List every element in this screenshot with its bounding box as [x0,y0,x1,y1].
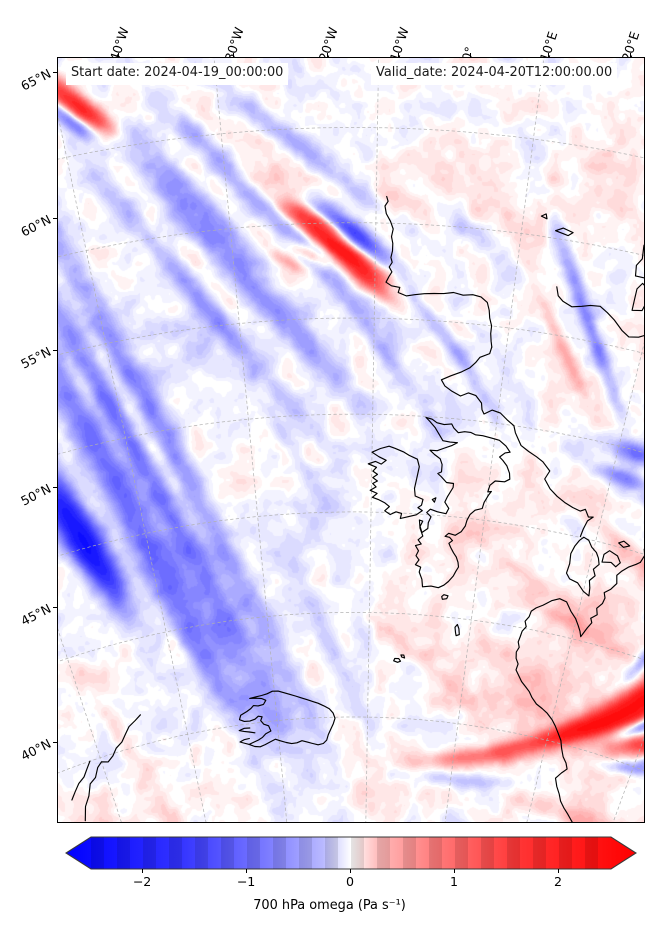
lat-tick-label: 60°N [18,211,54,240]
omega-field-heatmap [57,57,645,823]
coastline-path [71,760,91,801]
lat-tick-mark [53,350,57,352]
coastline-path [367,445,424,520]
meridian--30 [57,109,207,823]
colorbar-tick-group: −2 −1 0 1 2 [57,869,645,893]
coastline-path [239,737,250,745]
coastline-path [84,714,141,822]
lon-tick-mark [470,53,472,57]
lon-tick-mark [548,53,550,57]
coastline-path [238,690,336,748]
valid-date-annotation: Valid_date: 2024-04-20T12:00:00.00 [371,63,618,85]
map-axes[interactable] [57,57,645,823]
coastline-path [540,213,548,220]
coastline-path [555,227,574,237]
coastline-path [431,497,437,503]
coastline-path [400,654,406,659]
coastline-path [414,416,511,589]
colorbar-gradient [65,836,637,870]
coastline-path [634,242,645,279]
coastline-path [639,548,645,563]
lat-tick-mark [53,487,57,489]
colorbar-tick-label: −2 [132,874,152,889]
coastline-path [441,594,449,600]
colorbar-tick-mark [246,869,248,873]
lon-tick-mark [398,53,400,57]
coastline-path [601,550,621,568]
lon-tick-mark [118,53,120,57]
parallel-60 [57,612,645,663]
meridian-0 [444,57,545,823]
coastline-path [618,540,631,548]
parallel-65 [57,716,645,774]
lat-tick-label: 55°N [18,343,54,372]
colorbar-tick-mark [350,869,352,873]
lat-tick-label: 50°N [18,480,54,509]
colorbar-tick-mark [142,869,144,873]
coastline-path [384,195,493,348]
lon-tick-mark [630,53,632,57]
meridian--20 [213,57,288,823]
coastline-path [631,282,645,312]
colorbar-tick-label: −1 [236,874,256,889]
colorbar-tick-label: 2 [553,874,563,889]
lat-tick-label: 65°N [18,65,54,94]
lon-tick-mark [233,53,235,57]
meridian--50 [57,168,81,823]
coastline-path [393,657,402,663]
coastline-path [556,286,645,338]
coastlines [71,195,645,823]
coastline-path [440,346,594,538]
meridian--40 [57,625,123,823]
colorbar-tick-label: 1 [449,874,459,889]
lat-tick-mark [53,218,57,220]
coastline-path [565,536,600,597]
colorbar-tick-mark [558,869,560,873]
lat-tick-mark [53,607,57,609]
colorbar[interactable] [65,836,637,870]
start-date-annotation: Start date: 2024-04-19_00:00:00 [66,63,289,85]
colorbar-tick-mark [454,869,456,873]
meridian--10 [365,57,380,823]
lat-tick-label: 40°N [18,735,54,764]
parallel-45 [57,317,645,356]
map-vector-overlay [57,57,645,823]
parallel-40 [57,222,645,258]
graticule-gridlines [57,57,645,823]
colorbar-title: 700 hPa omega (Pa s⁻¹) [253,898,406,913]
lat-tick-label: 45°N [18,600,54,629]
meridian-10 [526,338,645,823]
parallel-35 [57,127,645,160]
coastline-path [454,623,460,637]
lat-tick-mark [53,742,57,744]
parallel-50 [57,413,645,455]
coastline-path [515,598,593,823]
lon-tick-mark [327,53,329,57]
lat-tick-mark [53,72,57,74]
colorbar-tick-label: 0 [345,874,355,889]
coastline-path [590,561,641,619]
coastline-path [238,727,256,734]
parallel-55 [57,511,645,557]
